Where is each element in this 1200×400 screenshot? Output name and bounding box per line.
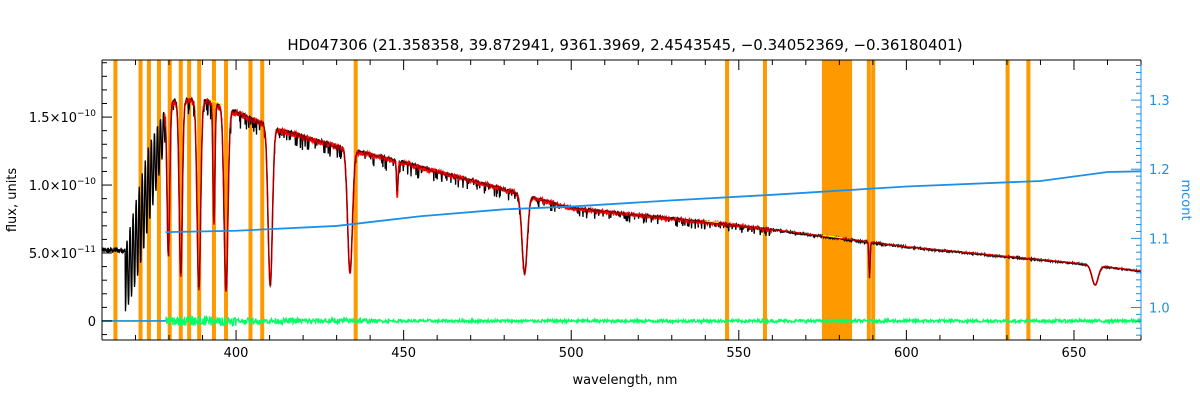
mask-line bbox=[197, 60, 202, 340]
x-tick-label: 500 bbox=[559, 346, 584, 361]
y2-tick-label: 1.1 bbox=[1149, 232, 1170, 247]
x-tick-label: 650 bbox=[1062, 346, 1087, 361]
x-axis-label: wavelength, nm bbox=[573, 373, 678, 388]
mask-band bbox=[821, 60, 853, 340]
mask-line bbox=[762, 60, 767, 340]
y-axis-label: flux, units bbox=[5, 168, 20, 233]
axes-layer: 400 450 500 550 600 650 0 5.0×10−11 1.0×10−10 1.5… bbox=[29, 59, 1170, 361]
y2-axis-label: mcont bbox=[1178, 179, 1193, 220]
mask-line bbox=[224, 60, 229, 340]
mask-line bbox=[113, 60, 118, 340]
y2-tick-label: 1.2 bbox=[1149, 163, 1170, 178]
y2-tick-label: 1.0 bbox=[1149, 302, 1170, 317]
chart-title: HD047306 (21.358358, 39.872941, 9361.396… bbox=[287, 36, 962, 54]
observed-spectrum-overlay bbox=[101, 96, 1141, 312]
mask-line bbox=[138, 60, 143, 340]
mask-line bbox=[725, 60, 730, 340]
y-tick-label: 1.5×10−10 bbox=[29, 109, 96, 126]
mask-line bbox=[871, 60, 876, 340]
mask-line bbox=[353, 60, 358, 340]
mask-line bbox=[156, 60, 161, 340]
x-tick-label: 550 bbox=[726, 346, 751, 361]
mask-line bbox=[187, 60, 192, 340]
y-tick-label: 1.0×10−10 bbox=[29, 177, 96, 194]
mask-line bbox=[1026, 60, 1031, 340]
mask-layer bbox=[113, 60, 1031, 340]
y-tick-label: 5.0×10−11 bbox=[29, 245, 96, 262]
y-tick-label: 0 bbox=[88, 315, 96, 330]
model-highlight-segment bbox=[822, 234, 843, 239]
mcont-line bbox=[165, 170, 1142, 234]
model-spectrum-line bbox=[163, 96, 1141, 292]
model-highlight-segment bbox=[209, 98, 223, 106]
mask-line bbox=[248, 60, 253, 340]
y2-tick-label: 1.3 bbox=[1149, 94, 1170, 109]
mask-line bbox=[260, 60, 265, 340]
model-highlight-segment bbox=[705, 220, 719, 223]
mask-line bbox=[178, 60, 183, 340]
x-tick-label: 400 bbox=[224, 346, 249, 361]
mask-line bbox=[1005, 60, 1010, 340]
mask-line bbox=[866, 60, 871, 340]
series-layer bbox=[101, 96, 1142, 327]
x-tick-label: 450 bbox=[391, 346, 416, 361]
residual-line bbox=[102, 315, 1141, 327]
x-tick-label: 600 bbox=[894, 346, 919, 361]
observed-spectrum-line bbox=[101, 96, 1142, 312]
